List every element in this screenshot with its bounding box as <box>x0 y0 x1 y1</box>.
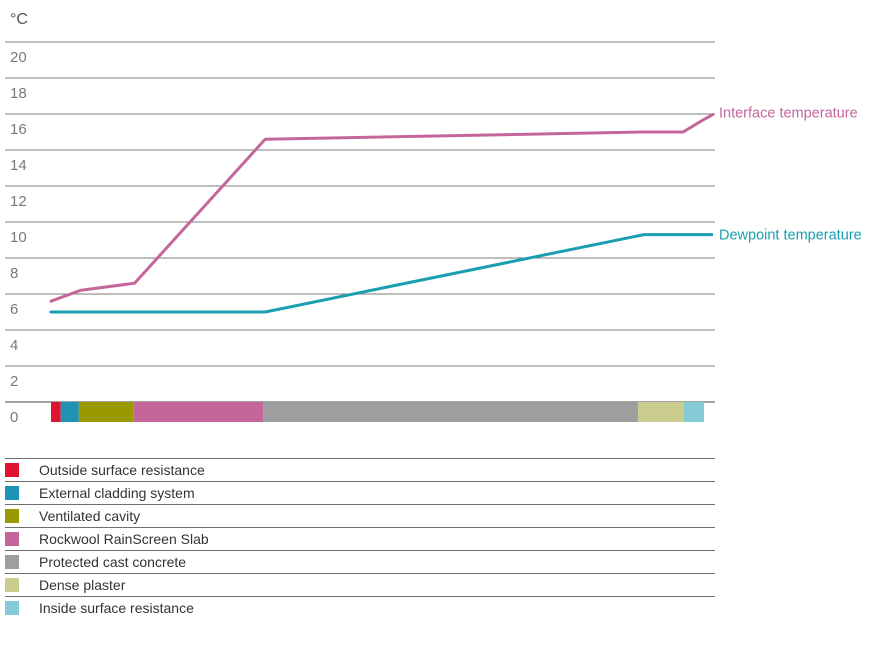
series-line <box>49 233 706 314</box>
legend-item: Protected cast concrete <box>5 550 715 573</box>
legend-swatch <box>5 509 19 523</box>
grid-lines <box>5 41 715 403</box>
legend-swatch <box>5 532 19 546</box>
legend-swatch <box>5 578 19 592</box>
y-tick-label: 12 <box>10 193 27 210</box>
layer-bar <box>51 402 704 422</box>
legend-swatch <box>5 601 19 615</box>
legend-label: Outside surface resistance <box>39 462 205 478</box>
temperature-chart: °C 0 2 4 6 8 10 12 14 16 18 20 Interface temperatu… <box>5 11 862 426</box>
series-line-tail <box>702 112 715 121</box>
legend-item: Ventilated cavity <box>5 504 715 527</box>
y-tick-label: 6 <box>10 301 18 318</box>
series-label: Dewpoint temperature <box>719 228 862 244</box>
legend-label: Rockwool RainScreen Slab <box>39 531 209 547</box>
y-tick-label: 4 <box>10 337 18 354</box>
legend-label: Dense plaster <box>39 577 126 593</box>
legend-label: Inside surface resistance <box>39 600 194 616</box>
series-labels: Interface temperature Dewpoint temperatur… <box>719 105 862 243</box>
layer-segment <box>683 402 704 422</box>
y-axis-ticks: 0 2 4 6 8 10 12 14 16 18 20 <box>10 49 27 426</box>
legend-swatch <box>5 463 19 477</box>
y-axis-unit-label: °C <box>10 11 28 28</box>
layer-segment <box>263 402 639 422</box>
y-tick-label: 16 <box>10 121 27 138</box>
series-line <box>49 117 706 303</box>
layer-segment <box>78 402 134 422</box>
legend-item: Inside surface resistance <box>5 596 715 619</box>
legend-item: External cladding system <box>5 481 715 504</box>
y-tick-label: 20 <box>10 49 27 66</box>
y-tick-label: 18 <box>10 85 27 102</box>
layer-segment <box>51 402 61 422</box>
layer-segment <box>638 402 684 422</box>
legend: Outside surface resistance External cladd… <box>5 458 715 619</box>
legend-label: Ventilated cavity <box>39 508 141 524</box>
y-tick-label: 8 <box>10 265 18 282</box>
legend-label: Protected cast concrete <box>39 554 187 570</box>
legend-item: Rockwool RainScreen Slab <box>5 527 715 550</box>
y-tick-label: 2 <box>10 373 18 390</box>
y-tick-label: 10 <box>10 229 27 246</box>
y-tick-label: 14 <box>10 157 27 174</box>
legend-label: External cladding system <box>39 485 195 501</box>
legend-item: Outside surface resistance <box>5 458 715 481</box>
legend-swatch <box>5 555 19 569</box>
layer-segment <box>60 402 79 422</box>
layer-segment <box>133 402 264 422</box>
y-tick-label: 0 <box>10 409 18 426</box>
series-label: Interface temperature <box>719 105 858 121</box>
legend-swatch <box>5 486 19 500</box>
series-lines <box>49 112 715 314</box>
legend-item: Dense plaster <box>5 573 715 596</box>
